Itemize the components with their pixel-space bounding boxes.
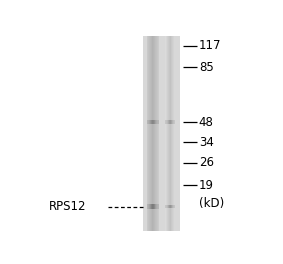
Bar: [155, 36, 156, 231]
Bar: [158, 204, 159, 209]
Bar: [152, 36, 153, 231]
Bar: [153, 36, 154, 231]
Bar: [154, 36, 155, 231]
Bar: [157, 36, 158, 231]
Bar: [150, 120, 151, 124]
Bar: [158, 120, 159, 124]
Bar: [154, 204, 155, 209]
Bar: [147, 36, 148, 231]
Bar: [153, 120, 154, 124]
Bar: [147, 204, 148, 209]
Bar: [149, 36, 150, 231]
Bar: [157, 204, 158, 209]
Bar: [155, 120, 156, 124]
Text: 19: 19: [199, 179, 214, 192]
Bar: [150, 36, 151, 231]
Bar: [156, 204, 157, 209]
Bar: [149, 120, 150, 124]
Bar: [156, 36, 157, 231]
Text: 85: 85: [199, 61, 213, 74]
Text: 48: 48: [199, 116, 214, 129]
Bar: [158, 36, 159, 231]
Bar: [147, 120, 148, 124]
Bar: [150, 204, 151, 209]
Text: 34: 34: [199, 136, 214, 149]
Text: RPS12: RPS12: [49, 200, 86, 213]
Text: 26: 26: [199, 156, 214, 169]
Bar: [152, 120, 153, 124]
Bar: [143, 36, 180, 231]
Bar: [151, 204, 152, 209]
Bar: [148, 36, 149, 231]
Bar: [151, 120, 152, 124]
Bar: [151, 36, 152, 231]
Bar: [155, 204, 156, 209]
Bar: [154, 120, 155, 124]
Bar: [156, 120, 157, 124]
Bar: [148, 120, 149, 124]
Bar: [153, 204, 154, 209]
Bar: [148, 204, 149, 209]
Text: 117: 117: [199, 39, 221, 53]
Bar: [152, 204, 153, 209]
Bar: [157, 120, 158, 124]
Bar: [149, 204, 150, 209]
Text: (kD): (kD): [199, 197, 224, 210]
